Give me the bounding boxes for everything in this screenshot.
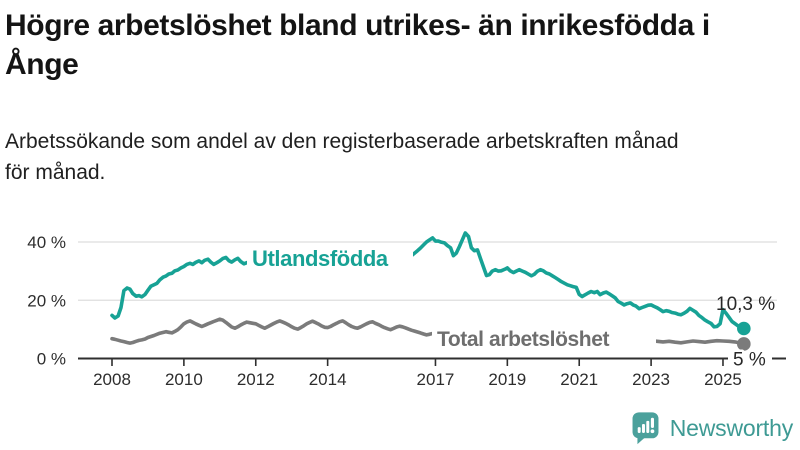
page-title: Högre arbetslöshet bland utrikes- än inr… <box>5 6 797 84</box>
series-label-mask <box>432 329 656 352</box>
x-tick-label: 2025 <box>704 370 742 389</box>
series-label-mask <box>247 249 413 272</box>
chart-canvas: 2008 2010 2012 2014 2017 2019 2021 2023 2025 0 % 2… <box>27 231 786 389</box>
y-tick-label: 40 % <box>27 233 66 252</box>
unemployment-line-chart: 2008 2010 2012 2014 2017 2019 2021 2023 2025 0 % 2… <box>0 210 800 410</box>
end-value-mask <box>728 351 772 372</box>
page-title-line1: Högre arbetslöshet bland utrikes- än inr… <box>5 9 710 42</box>
newsworthy-logo-text: Newsworthy <box>669 414 793 441</box>
end-value-label-0: 10,3 % <box>716 294 775 315</box>
x-tick-label: 2019 <box>488 370 526 389</box>
newsworthy-logo-icon <box>632 412 659 445</box>
end-value-label-1: 5 % <box>733 350 766 371</box>
page-subtitle-line1: Arbetssökande som andel av den registerb… <box>5 130 679 153</box>
y-tick-label: 20 % <box>27 291 66 310</box>
series-label-0: Utlandsfödda <box>252 246 389 271</box>
series-end-dot-1 <box>737 337 751 351</box>
x-tick-label: 2010 <box>165 370 203 389</box>
page-subtitle: Arbetssökande som andel av den registerb… <box>5 126 785 188</box>
y-tick-label: 0 % <box>37 350 66 369</box>
series-end-dot-0 <box>737 321 751 336</box>
x-tick-label: 2014 <box>309 370 347 389</box>
series-line-0 <box>110 231 746 331</box>
x-tick-label: 2008 <box>93 370 131 389</box>
newsworthy-logo: Newsworthy <box>631 411 793 445</box>
x-tick-label: 2021 <box>560 370 598 389</box>
x-tick-label: 2017 <box>417 370 455 389</box>
series-label-1: Total arbetslöshet <box>437 328 610 351</box>
x-tick-label: 2012 <box>237 370 275 389</box>
page-subtitle-line2: för månad. <box>5 161 106 184</box>
x-tick-label: 2023 <box>632 370 670 389</box>
page-title-line2: Ånge <box>5 48 79 81</box>
